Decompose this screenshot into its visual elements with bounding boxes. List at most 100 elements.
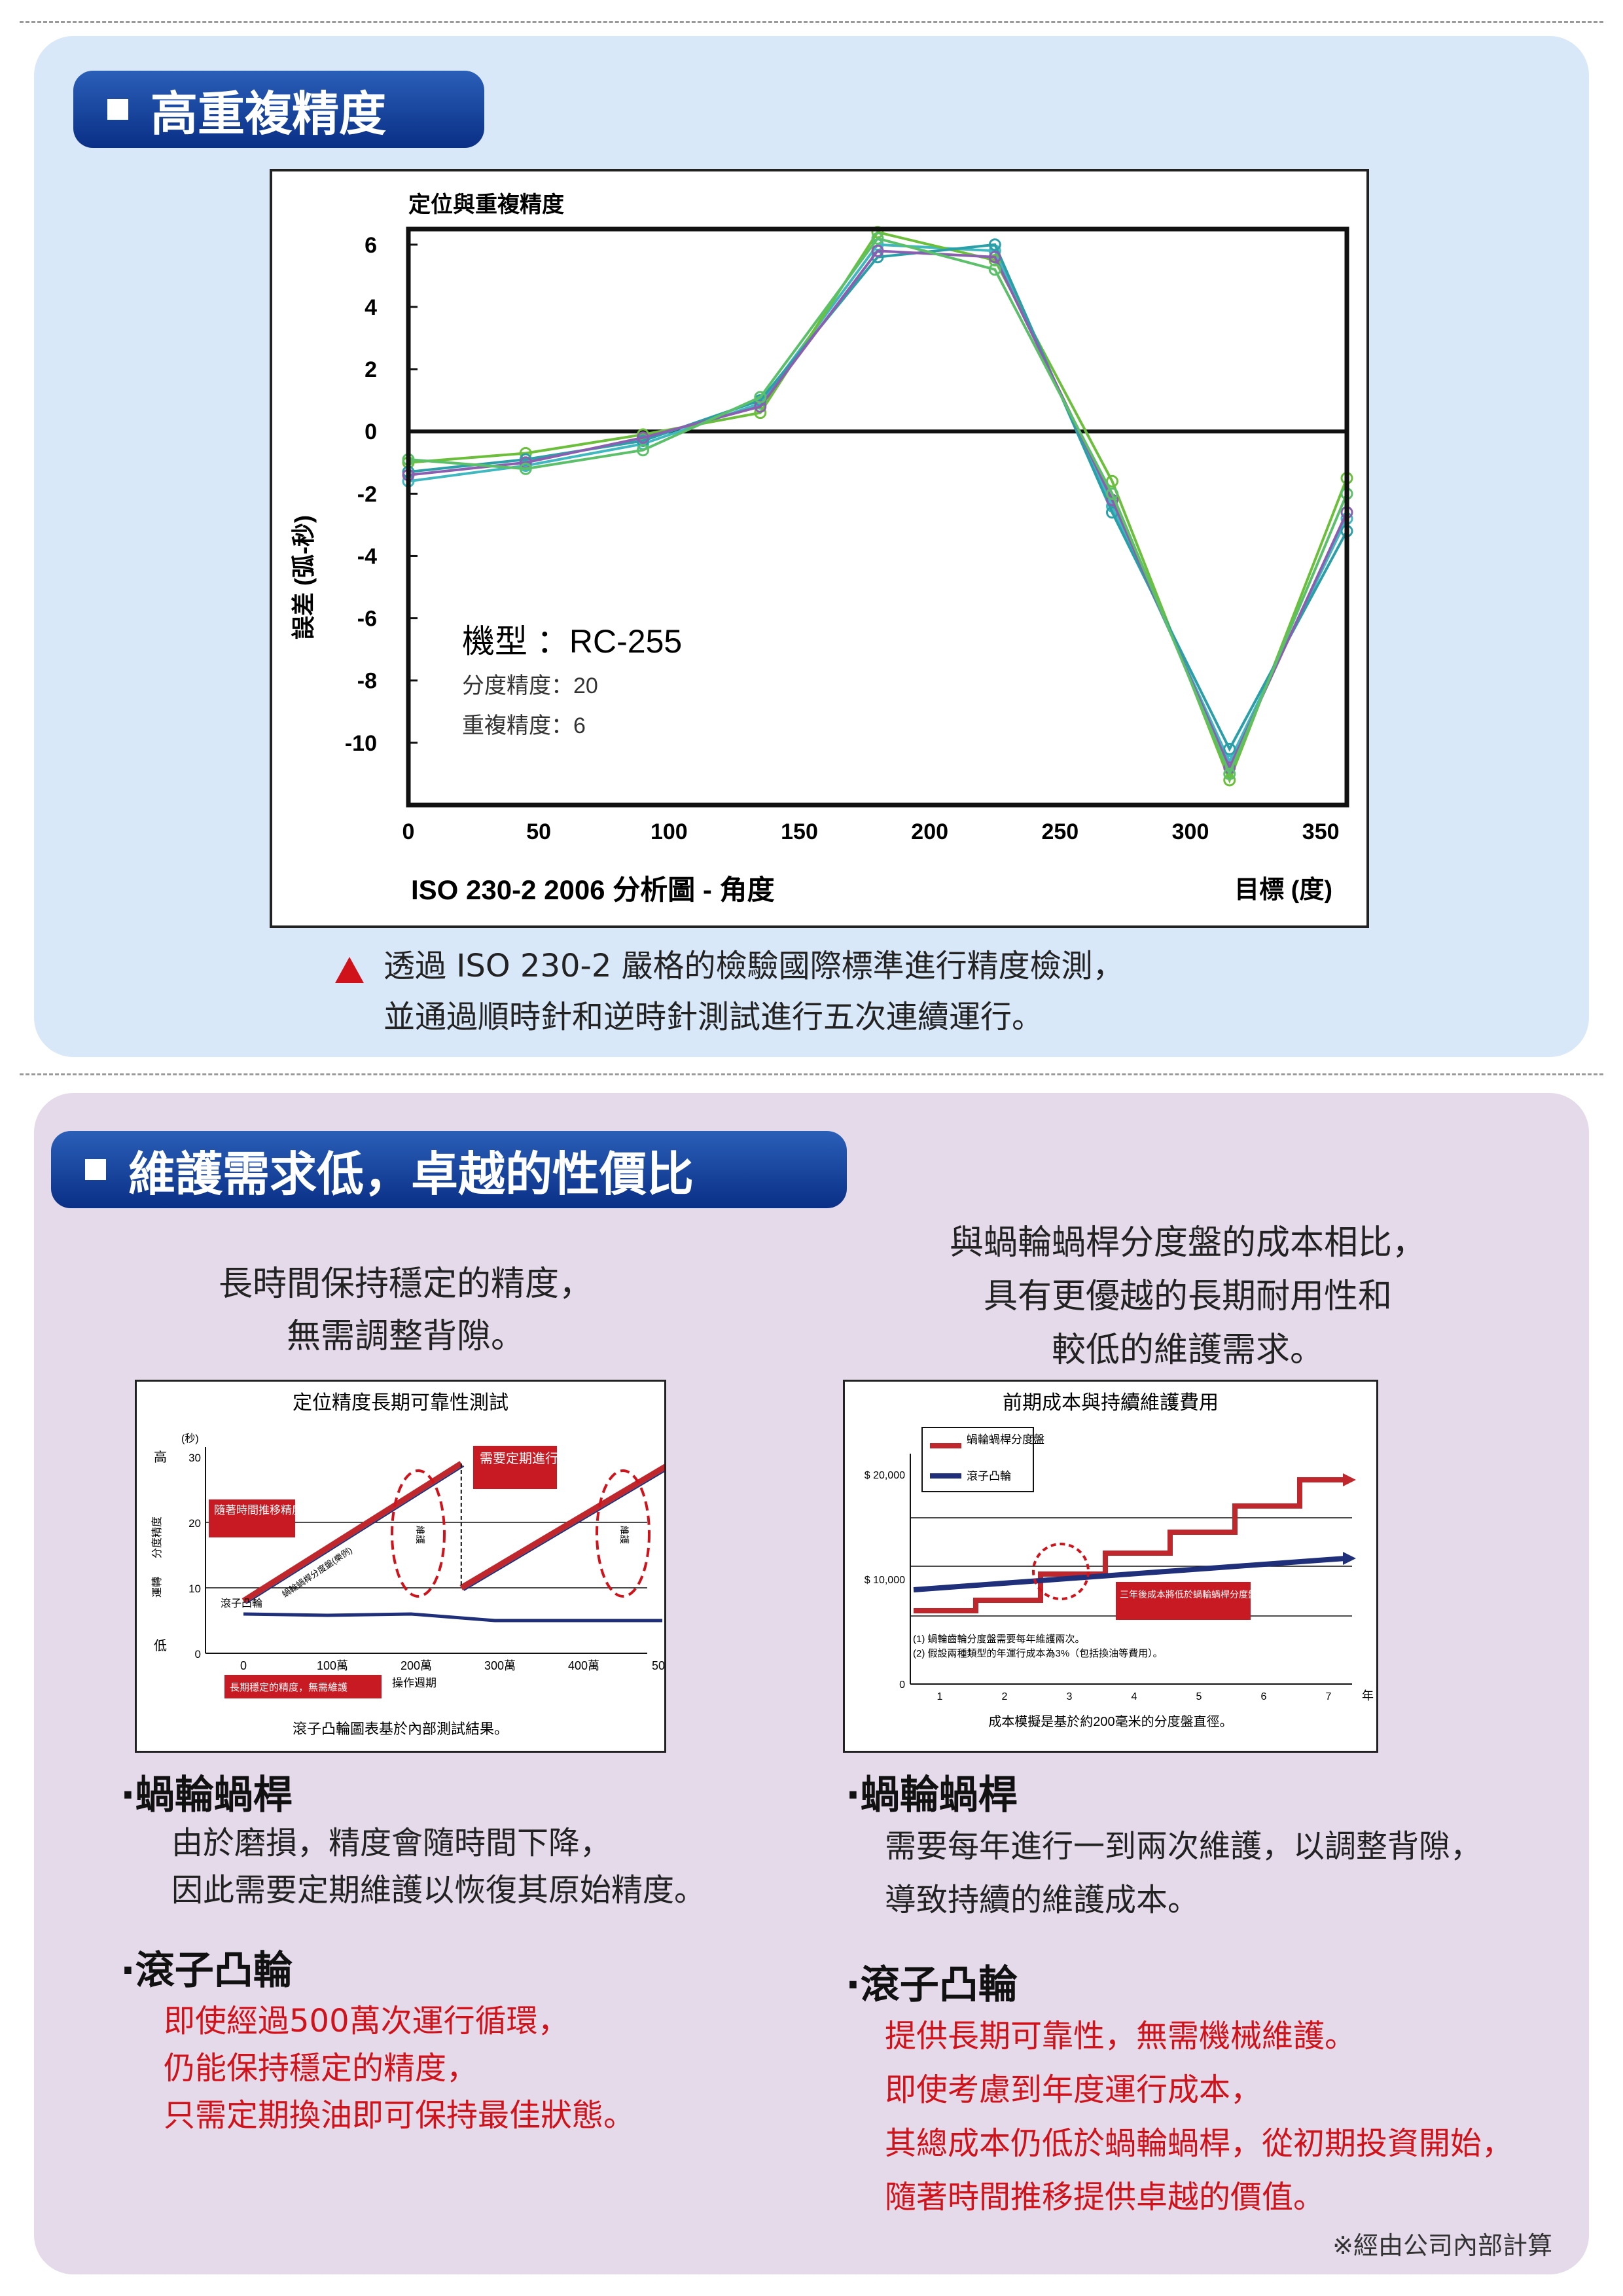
worm-segment-2 [459,1461,673,1590]
reliability-x-tick: 400萬 [568,1659,599,1672]
reliability-x-tick: 300萬 [484,1659,516,1672]
accuracy-point [988,263,1001,276]
roller-text-right-1: 提供長期可靠性，無需機械維護。 [885,2018,1357,2054]
x-tick-label: 350 [1302,819,1340,844]
y-tick-label: 4 [365,295,377,320]
y-tick-label: 0 [365,420,377,444]
cost-x-tick: 2 [1002,1691,1008,1702]
left-intro-line2: 無需調整背隙。 [286,1317,525,1356]
reliability-unit: (秒) [181,1433,199,1444]
worm-text-right-1: 需要每年進行一到兩次維護，以調整背隙， [885,1828,1482,1865]
worm-heading-right: ·蝸輪蝸桿 [846,1772,1018,1818]
note-maint-box [473,1446,557,1489]
reliability-chart-title: 定位精度長期可靠性測試 [293,1392,508,1414]
accuracy-point [637,444,649,457]
accuracy-point [519,462,532,475]
y-tick-label: -10 [345,731,377,756]
roller-series-label: 滾子凸輪 [221,1598,262,1609]
note-stable-text: 長期穩定的精度，無需維護 [230,1682,348,1693]
right-intro-line3: 較低的維護需求。 [1051,1331,1324,1370]
cost-footer: 成本模擬是基於約200毫米的分度盤直徑。 [988,1714,1232,1729]
accuracy-chart: 定位與重複精度 誤差 (弧-秒) 6 4 2 0 -2 -4 -6 -8 -10 0 50 100 1… [290,192,1353,905]
cost-note-2: (2) 假設兩種類型的年運行成本為3%（包括換油等費用）。 [913,1647,1163,1659]
worm-heading-left: ·蝸輪蝸桿 [120,1772,293,1818]
maint-tag-1: 維護 [415,1526,425,1544]
reliability-y-tick: 30 [188,1452,201,1464]
x-tick-label: 200 [911,819,948,844]
accuracy-caption-line1: 透過 ISO 230-2 嚴格的檢驗國際標準進行精度檢測， [383,948,1124,984]
worm-segment-shadow [463,1465,674,1591]
y-tick-label: 2 [365,357,377,382]
x-tick-label: 300 [1172,819,1209,844]
left-intro: 長時間保持穩定的精度， 無需調整背隙。 [79,1258,733,1363]
right-intro-line1: 與蝸輪蝸桿分度盤的成本相比， [949,1223,1426,1263]
cost-x-tick: 1 [937,1691,943,1702]
roller-text-right: 提供長期可靠性，無需機械維護。 即使考慮到年度運行成本， 其總成本仍低於蝸輪蝸桿… [885,2009,1513,2224]
roller-cost-arrow-icon [1343,1552,1356,1565]
cost-legend [921,1427,1034,1492]
section-accuracy-heading: 高重複精度 [73,71,484,148]
section-maintenance-heading: 維護需求低，卓越的性價比 [51,1131,847,1208]
note-maint-text: 需要定期進行維護 [480,1451,584,1466]
legend-roller-label: 滾子凸輪 [967,1470,1011,1482]
accuracy-point [1223,767,1236,780]
right-intro: 與蝸輪蝸桿分度盤的成本相比， 具有更優越的長期耐用性和 較低的維護需求。 [812,1216,1564,1377]
accuracy-chart-footer: ISO 230-2 2006 分析圖 - 角度 [411,874,775,905]
section-maintenance-title: 維護需求低，卓越的性價比 [128,1146,694,1202]
x-tick-label: 50 [526,819,551,844]
reliability-y-tick: 20 [188,1517,201,1530]
roller-heading-left: ·滾子凸輪 [120,1948,293,1994]
reliability-chart: 定位精度長期可靠性測試 (秒) 高 低 運轉 分度精度 30 20 10 0 隨著時間… [151,1392,716,1737]
accuracy-point [754,391,767,404]
divider-middle [20,1073,1603,1075]
y-tick-label: 6 [365,233,377,258]
x-tick-label: 100 [651,819,688,844]
reliability-x-tick: 200萬 [401,1659,432,1672]
reliability-x-tick: 500萬 [652,1659,664,1672]
maintenance-ellipse-1 [391,1469,446,1598]
x-tick-label: 0 [402,819,415,844]
legend-worm-label: 蝸輪蝸桿分度盤 [967,1433,1044,1446]
reliability-y-tick: 0 [195,1648,201,1660]
note-drop-box [209,1499,295,1537]
cost-x-tick: 4 [1132,1691,1137,1702]
accuracy-chart-xlabel: 目標 (度) [1234,876,1332,904]
left-intro-line1: 長時間保持穩定的精度， [218,1265,593,1304]
accuracy-caption-line2: 並通過順時針和逆時針測試進行五次連續運行。 [383,999,1044,1035]
worm-text-left: 由於磨損，精度會隨時間下降， 因此需要定期維護以恢復其原始精度。 [171,1820,705,1914]
accuracy-info-division: 分度精度：20 [462,673,598,698]
worm-text-right-2: 導致持續的維護成本。 [885,1882,1200,1918]
roller-cost-line [913,1556,1346,1592]
accuracy-chart-frame: 定位與重複精度 誤差 (弧-秒) 6 4 2 0 -2 -4 -6 -8 -10 0 50 100 1… [270,169,1369,928]
y-tick-label: -6 [357,607,377,632]
reliability-y-low: 低 [154,1638,167,1653]
roller-text-right-2: 即使考慮到年度運行成本， [885,2072,1262,2108]
cost-xunit: 年 [1362,1689,1374,1702]
accuracy-chart-ylabel: 誤差 (弧-秒) [290,515,317,639]
accuracy-point [637,431,649,444]
reliability-y-mid: 分度精度 [151,1516,163,1558]
worm-segment-shadow [245,1465,465,1604]
accuracy-plot-border [406,226,1349,808]
accuracy-point [1223,742,1236,755]
cost-chart: 前期成本與持續維護費用 蝸輪蝸桿分度盤 滾子凸輪 $ 20,000 $ 10,00… [865,1392,1374,1729]
accuracy-point [988,238,1001,251]
cost-chart-frame: 前期成本與持續維護費用 蝸輪蝸桿分度盤 滾子凸輪 $ 20,000 $ 10,00… [843,1380,1378,1753]
accuracy-info-repeat: 重複精度：6 [462,713,586,738]
caption-triangle-icon [335,957,364,983]
roller-text-left-3: 只需定期換油即可保持最佳狀態。 [164,2097,635,2134]
roller-text-right-3: 其總成本仍低於蝸輪蝸桿，從初期投資開始， [885,2125,1514,2162]
worm-cost-arrow-icon [1343,1473,1356,1486]
reliability-footer: 滾子凸輪圖表基於內部測試結果。 [293,1721,508,1737]
worm-text-left-2: 因此需要定期維護以恢復其原始精度。 [171,1872,706,1909]
cost-x-tick: 7 [1326,1691,1332,1702]
callout-text: 三年後成本將低於蝸輪蝸桿分度盤。 [1120,1589,1266,1600]
maintenance-ellipse-2 [596,1469,651,1598]
accuracy-point [1106,487,1118,500]
accuracy-series-5 [408,236,1348,778]
accuracy-point [871,232,884,245]
cost-chart-title: 前期成本與持續維護費用 [1003,1392,1219,1414]
cost-x-tick: 5 [1196,1691,1202,1702]
roller-heading-right: ·滾子凸輪 [846,1962,1018,2008]
roller-text-right-4: 隨著時間推移提供卓越的價值。 [885,2179,1325,2215]
